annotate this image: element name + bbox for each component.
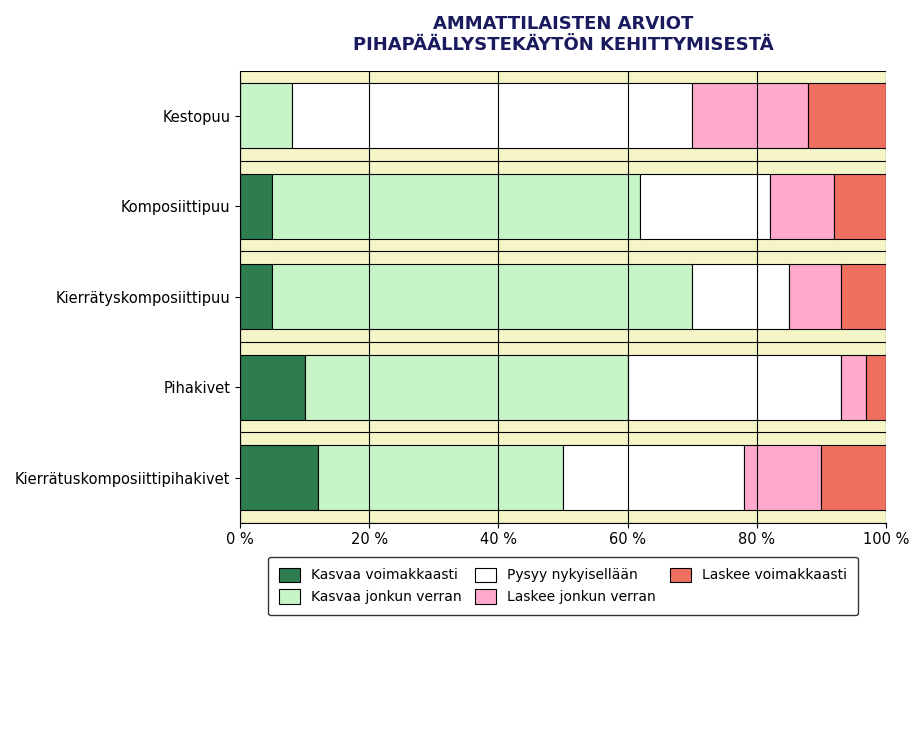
Bar (867, 355, 886, 420)
Bar (841, 355, 867, 420)
Legend: Kasvaa voimakkaasti, Kasvaa jonkun verran, Pysyy nykyisellään, Laskee jonkun ver: Kasvaa voimakkaasti, Kasvaa jonkun verra… (268, 557, 858, 616)
Bar (273, 264, 692, 329)
Bar (692, 84, 808, 149)
Bar (292, 84, 692, 149)
Bar (240, 445, 318, 510)
Bar (318, 445, 563, 510)
Bar (834, 174, 886, 239)
Title: AMMATTILAISTEN ARVIOT
PIHAPÄÄLLYSTEKÄYTÖN KEHITTYMISESTÄ: AMMATTILAISTEN ARVIOT PIHAPÄÄLLYSTEKÄYTÖ… (353, 15, 773, 54)
Bar (692, 264, 789, 329)
Bar (240, 355, 305, 420)
Bar (240, 174, 273, 239)
Bar (808, 84, 886, 149)
Bar (789, 264, 841, 329)
Bar (240, 84, 292, 149)
Bar (305, 355, 627, 420)
Bar (240, 264, 273, 329)
Bar (744, 445, 821, 510)
Bar (770, 174, 834, 239)
Bar (640, 174, 770, 239)
Bar (627, 355, 841, 420)
Bar (821, 445, 886, 510)
Bar (563, 445, 744, 510)
Bar (841, 264, 886, 329)
Bar (273, 174, 640, 239)
